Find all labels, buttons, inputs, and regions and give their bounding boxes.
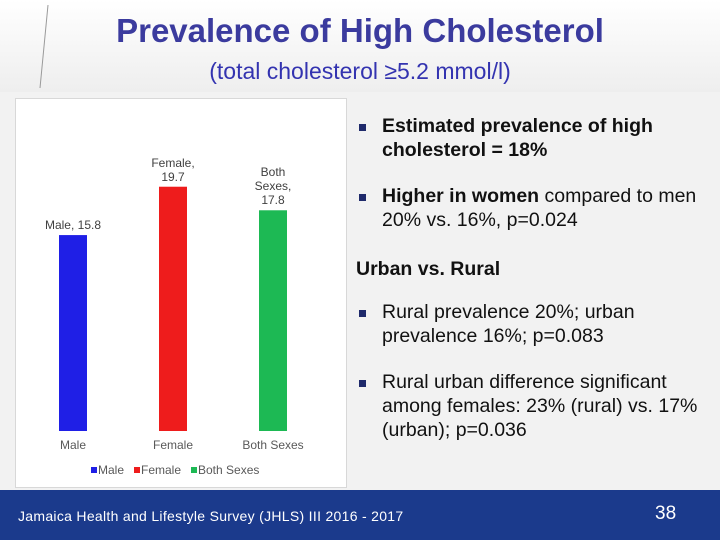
- legend-swatch: [134, 467, 140, 473]
- section-heading: Urban vs. Rural: [356, 258, 501, 280]
- footer-source: Jamaica Health and Lifestyle Survey (JHL…: [18, 508, 404, 524]
- bullet-marker: [359, 310, 366, 317]
- title: Prevalence of High Cholesterol: [116, 12, 604, 49]
- bullet-marker: [359, 194, 366, 201]
- data-label: Female, 19.7: [142, 155, 204, 184]
- legend-swatch: [91, 467, 97, 473]
- bullet-plain: compared to men 20% vs. 16%, p=0.024: [382, 185, 697, 231]
- bullet-plain: Rural urban difference significant among…: [382, 371, 698, 441]
- bullet-bold: Higher in women: [382, 185, 540, 207]
- data-label: Both Sexes, 17.8: [242, 165, 304, 208]
- footer: Jamaica Health and Lifestyle Survey (JHL…: [0, 490, 720, 540]
- x-tick-label: Both Sexes: [242, 438, 303, 452]
- legend-label: Both Sexes: [198, 463, 259, 477]
- bullet-text: Higher in women compared to men 20% vs. …: [382, 184, 707, 232]
- header-decoration: [39, 4, 49, 89]
- bullet-text: Rural prevalence 20%; urban prevalence 1…: [382, 300, 707, 348]
- chart-area: Male Female Both Sexes Male Female Both Sexes…: [15, 98, 347, 488]
- bullet-marker: [359, 124, 366, 131]
- x-tick-label: Male: [60, 438, 86, 452]
- data-label: Male, 15.8: [42, 218, 104, 233]
- header: Prevalence of High Cholesterol (total ch…: [0, 0, 720, 92]
- bullet-plain: Rural prevalence 20%; urban prevalence 1…: [382, 301, 635, 347]
- legend-label: Male: [98, 463, 124, 477]
- legend-swatch: [191, 467, 197, 473]
- bullet-marker: [359, 380, 366, 387]
- x-tick-label: Female: [153, 438, 193, 452]
- bullet-text: Rural urban difference significant among…: [382, 370, 707, 442]
- bar: [259, 210, 287, 431]
- bar: [159, 186, 187, 431]
- bar: [59, 235, 87, 431]
- bullet-text: Estimated prevalence of high cholesterol…: [382, 114, 707, 162]
- subtitle: (total cholesterol ≥5.2 mmol/l): [209, 58, 511, 84]
- chart: Male Female Both Sexes Male Female Both Sexes: [59, 186, 304, 477]
- page-number: 38: [655, 503, 677, 524]
- bullet-bold: Estimated prevalence of high cholesterol…: [382, 115, 653, 161]
- legend-label: Female: [141, 463, 181, 477]
